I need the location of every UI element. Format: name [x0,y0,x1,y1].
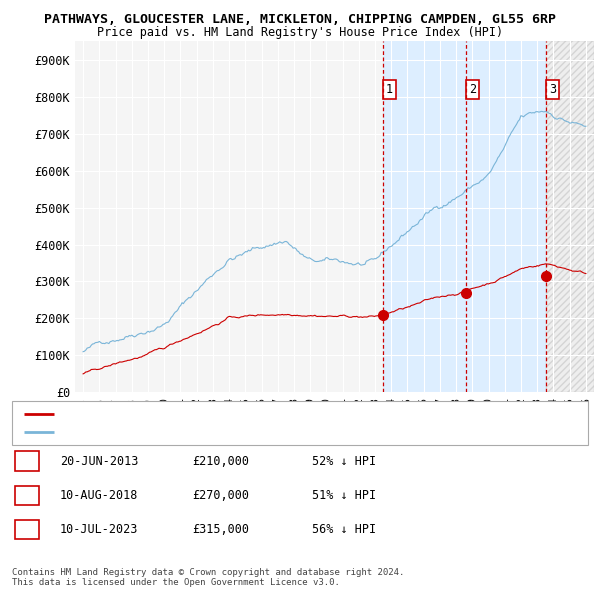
Text: £315,000: £315,000 [192,523,249,536]
Bar [546,41,594,392]
Text: 10-AUG-2018: 10-AUG-2018 [60,489,139,502]
Text: 1: 1 [23,454,31,468]
Text: PATHWAYS, GLOUCESTER LANE, MICKLETON, CHIPPING CAMPDEN, GL55 6RP (detached: PATHWAYS, GLOUCESTER LANE, MICKLETON, CH… [60,409,523,419]
Text: 3: 3 [23,523,31,536]
Text: HPI: Average price, detached house, Cotswold: HPI: Average price, detached house, Cots… [60,427,335,437]
Text: 10-JUL-2023: 10-JUL-2023 [60,523,139,536]
Text: £270,000: £270,000 [192,489,249,502]
Text: PATHWAYS, GLOUCESTER LANE, MICKLETON, CHIPPING CAMPDEN, GL55 6RP: PATHWAYS, GLOUCESTER LANE, MICKLETON, CH… [44,13,556,26]
Text: 2: 2 [23,489,31,502]
Text: 20-JUN-2013: 20-JUN-2013 [60,454,139,468]
Text: 56% ↓ HPI: 56% ↓ HPI [312,523,376,536]
Text: 3: 3 [549,83,556,96]
Text: 1: 1 [386,83,393,96]
Text: Contains HM Land Registry data © Crown copyright and database right 2024.
This d: Contains HM Land Registry data © Crown c… [12,568,404,587]
Text: 2: 2 [469,83,476,96]
Text: 51% ↓ HPI: 51% ↓ HPI [312,489,376,502]
Text: £210,000: £210,000 [192,454,249,468]
Text: 52% ↓ HPI: 52% ↓ HPI [312,454,376,468]
Text: Price paid vs. HM Land Registry's House Price Index (HPI): Price paid vs. HM Land Registry's House … [97,26,503,39]
Bar [383,41,466,392]
Bar [466,41,546,392]
